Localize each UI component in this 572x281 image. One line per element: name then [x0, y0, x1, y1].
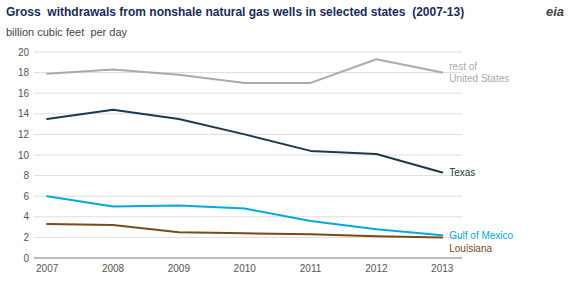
x-tick-label: 2012: [365, 263, 388, 274]
series-label: Louisiana: [449, 243, 492, 254]
y-tick-label: 2: [23, 232, 29, 243]
y-grid: [34, 52, 462, 258]
series-label: rest ofUnited States: [449, 61, 509, 84]
title: Gross withdrawals from nonshale natural …: [6, 5, 464, 19]
chart: eia Gross withdrawals from nonshale natur…: [0, 0, 572, 281]
series-line: [47, 59, 442, 83]
lines: [47, 59, 442, 237]
grid-line: [34, 93, 462, 94]
y-tick-label: 14: [18, 108, 30, 119]
series-line: [47, 110, 442, 173]
series-label: Gulf of Mexico: [449, 230, 513, 241]
y-tick-label: 6: [23, 191, 29, 202]
y-tick-label: 12: [18, 129, 30, 140]
grid-line: [34, 155, 462, 156]
annotation: eia: [546, 4, 564, 19]
grid-line: [34, 72, 462, 73]
x-axis-line: [34, 258, 462, 259]
x-tick-label: 2013: [431, 263, 454, 274]
x-tick-label: 2011: [300, 263, 322, 274]
x-tick-label: 2007: [36, 263, 59, 274]
grid-line: [34, 196, 462, 197]
grid-line: [34, 216, 462, 217]
y-tick-label: 8: [23, 170, 29, 181]
y-tick-label: 18: [18, 67, 30, 78]
series-line: [47, 224, 442, 237]
y-tick-label: 4: [23, 211, 29, 222]
grid-line: [34, 258, 462, 259]
subtitle: billion cubic feet per day: [6, 26, 128, 38]
y-tick-label: 16: [18, 88, 30, 99]
y-tick-label: 0: [23, 253, 29, 264]
x-tick-label: 2010: [234, 263, 257, 274]
grid-line: [34, 175, 462, 176]
series-line: [47, 196, 442, 235]
y-tick-label: 20: [18, 47, 30, 58]
x-tick-label: 2008: [102, 263, 125, 274]
x-tick-label: 2009: [168, 263, 191, 274]
grid-line: [34, 52, 462, 53]
series-label: Texas: [449, 167, 475, 178]
grid-line: [34, 113, 462, 114]
y-tick-label: 10: [18, 150, 30, 161]
